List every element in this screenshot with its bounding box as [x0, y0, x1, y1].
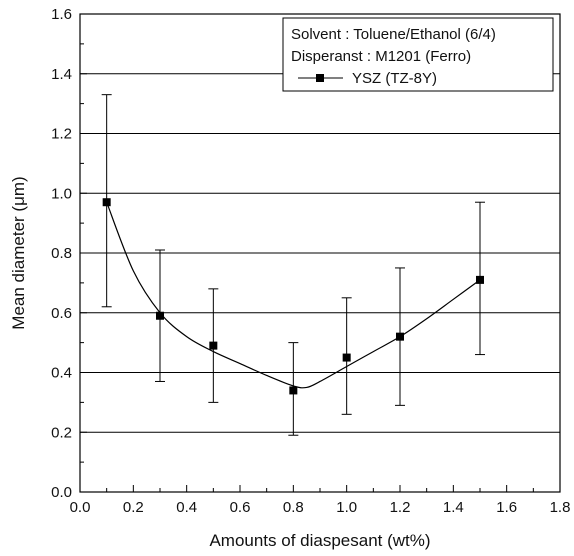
- x-tick-label: 1.4: [443, 499, 464, 516]
- y-tick-label: 0.8: [51, 245, 72, 262]
- x-tick-label: 0.0: [70, 499, 91, 516]
- legend-dispersant-text: Disperanst : M1201 (Ferro): [291, 48, 471, 65]
- data-point: [209, 341, 218, 350]
- plot-frame: [79, 13, 561, 493]
- y-tick-label: 0.0: [51, 484, 72, 501]
- legend-series-marker: [316, 74, 324, 82]
- series-group: [101, 94, 485, 436]
- y-tick-label: 0.6: [51, 305, 72, 322]
- grid-lines: [80, 73, 560, 433]
- y-axis-label: Mean diameter (μm): [9, 176, 28, 329]
- x-tick-label: 1.6: [496, 499, 517, 516]
- data-point: [102, 198, 111, 207]
- data-point: [156, 311, 164, 320]
- data-point: [396, 332, 404, 341]
- x-tick-label: 1.2: [390, 499, 411, 516]
- data-point: [342, 353, 351, 362]
- legend-solvent-text: Solvent : Toluene/Ethanol (6/4): [291, 26, 496, 43]
- x-axis-label: Amounts of diaspesant (wt%): [209, 531, 430, 550]
- fit-curve: [106, 201, 481, 389]
- x-tick-label: 0.6: [230, 499, 251, 516]
- y-tick-label: 1.2: [51, 126, 72, 143]
- y-tick-label: 0.4: [51, 365, 72, 382]
- x-tick-label: 0.8: [283, 499, 304, 516]
- data-point: [476, 275, 484, 284]
- x-tick-label: 0.2: [123, 499, 144, 516]
- y-tick-label: 1.0: [51, 185, 72, 202]
- legend: Solvent : Toluene/Ethanol (6/4) Disperan…: [282, 17, 554, 92]
- y-tick-label: 1.6: [51, 6, 72, 23]
- legend-series-name: YSZ (TZ-8Y): [352, 70, 437, 87]
- tick-labels: 0.0 0.2 0.4 0.6 0.8 1.0 1.2 1.4 1.6 0.0 0.2 0.4 0.6 0…: [51, 6, 570, 516]
- data-point: [289, 386, 298, 395]
- x-tick-label: 1.8: [550, 499, 571, 516]
- legend-box: [282, 17, 554, 92]
- x-tick-label: 1.0: [336, 499, 357, 516]
- y-tick-label: 1.4: [51, 66, 72, 83]
- x-tick-label: 0.4: [176, 499, 197, 516]
- y-tick-label: 0.2: [51, 424, 72, 441]
